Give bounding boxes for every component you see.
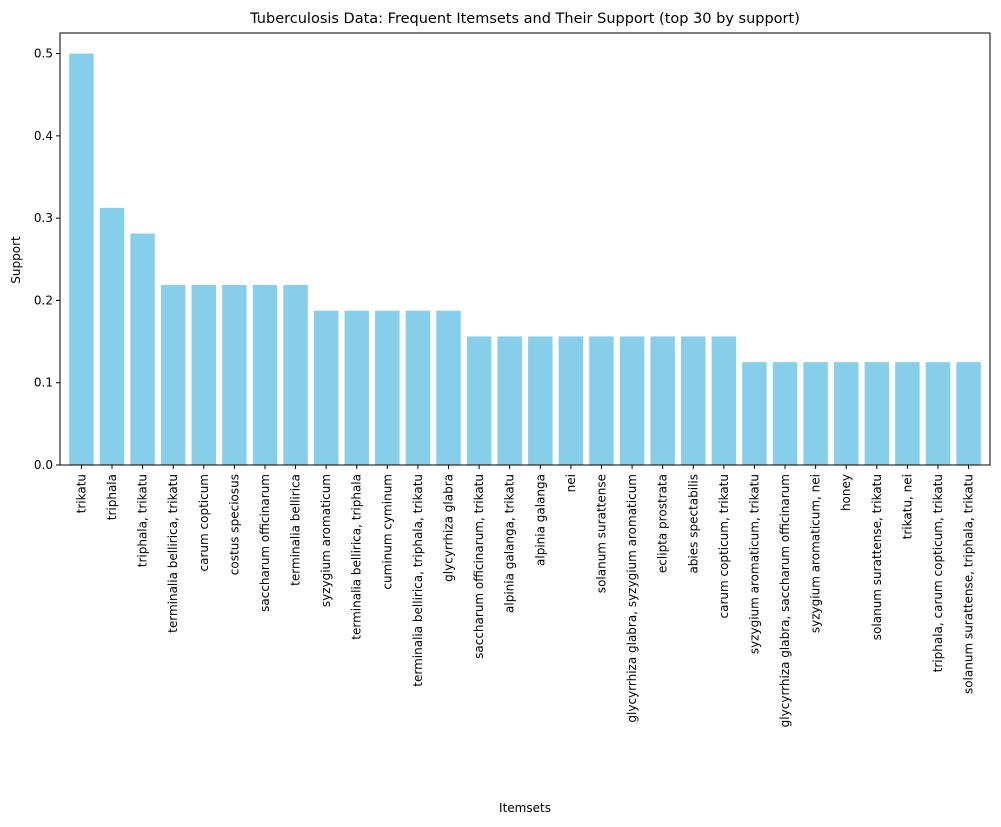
x-tick-label: carum copticum, trikatu [717,474,731,619]
bar-17 [558,336,584,465]
x-tick-label: triphala, carum copticum, trikatu [931,474,945,672]
x-tick-label: trikatu [74,474,88,513]
bar-15 [497,336,522,465]
bar-20 [650,336,675,465]
bar-16 [528,336,553,465]
x-tick-label: carum copticum [197,474,211,571]
bar-24 [772,362,798,465]
y-tick-label: 0.5 [34,47,53,61]
x-tick-label: terminalia bellirica [289,474,303,586]
bar-29 [925,362,951,465]
x-tick-label: honey [839,474,853,511]
x-tick-label: triphala, trikatu [136,474,150,567]
bar-6 [222,285,247,465]
x-tick-label: glycyrrhiza glabra, syzygium aromaticum [625,474,639,723]
x-tick-label: solanum surattense, triphala, trikatu [962,474,976,694]
bar-10 [344,310,369,465]
bar-23 [742,362,767,465]
x-tick-label: terminalia bellirica, triphala [350,474,364,640]
plot-area [59,32,991,466]
x-tick-label: solanum surattense [594,474,608,593]
bar-5 [191,285,217,465]
bar-3 [130,233,155,465]
bar-30 [956,362,981,465]
y-tick-label: 0.2 [34,293,53,307]
bar-28 [895,362,920,465]
x-tick-label: glycyrrhiza glabra [442,474,456,582]
x-tick-label: solanum surattense, trikatu [870,474,884,640]
x-tick-label: alpinia galanga, trikatu [503,474,517,613]
x-tick-label: nei [564,474,578,492]
x-tick-label: syzygium aromaticum, trikatu [747,474,761,654]
y-axis: 0.0 0.1 0.2 0.3 0.4 0.5 [34,47,60,472]
bar-14 [466,336,492,465]
bar-12 [405,310,431,465]
x-tick-label: saccharum officinarum, trikatu [472,474,486,659]
x-tick-label: syzygium aromaticum [319,474,333,607]
x-tick-label: triphala [105,474,119,520]
bar-27 [864,362,890,465]
bar-19 [619,336,645,465]
bar-13 [436,310,461,465]
bar-9 [313,310,339,465]
x-tick-label: terminalia bellirica, triphala, trikatu [411,474,425,687]
chart-title: Tuberculosis Data: Frequent Itemsets and… [249,11,800,27]
bar-1 [69,53,94,465]
bar-4 [160,285,186,465]
x-tick-label: costus speciosus [227,474,241,575]
y-tick-label: 0.4 [34,129,53,143]
y-axis-label: Support [9,236,23,284]
bar-26 [833,362,859,465]
bar-18 [589,336,614,465]
bar-25 [803,362,828,465]
plot-frame [59,32,991,466]
y-tick-label: 0.1 [34,376,53,390]
bar-11 [375,310,400,465]
x-tick-label: glycyrrhiza glabra, saccharum officinaru… [778,474,792,727]
bar-22 [711,336,737,465]
bar-21 [681,336,706,465]
x-tick-label: cuminum cyminum [380,474,394,590]
x-tick-label: syzygium aromaticum, nei [809,474,823,633]
y-tick-label: 0.0 [34,458,53,472]
bar-7 [252,285,278,465]
x-tick-label: terminalia bellirica, trikatu [166,474,180,633]
bar-2 [99,207,125,466]
x-tick-label: eclipta prostrata [656,474,670,573]
x-tick-label: saccharum officinarum [258,474,272,612]
x-axis-label: Itemsets [499,801,551,815]
x-tick-label: abies spectabilis [686,474,700,574]
bar-8 [283,285,308,465]
y-tick-label: 0.3 [34,211,53,225]
x-tick-label: trikatu, nei [900,474,914,539]
x-axis: trikatu triphala triphala, trikatu terminal… [74,465,976,727]
x-tick-label: alpinia galanga [533,474,547,566]
